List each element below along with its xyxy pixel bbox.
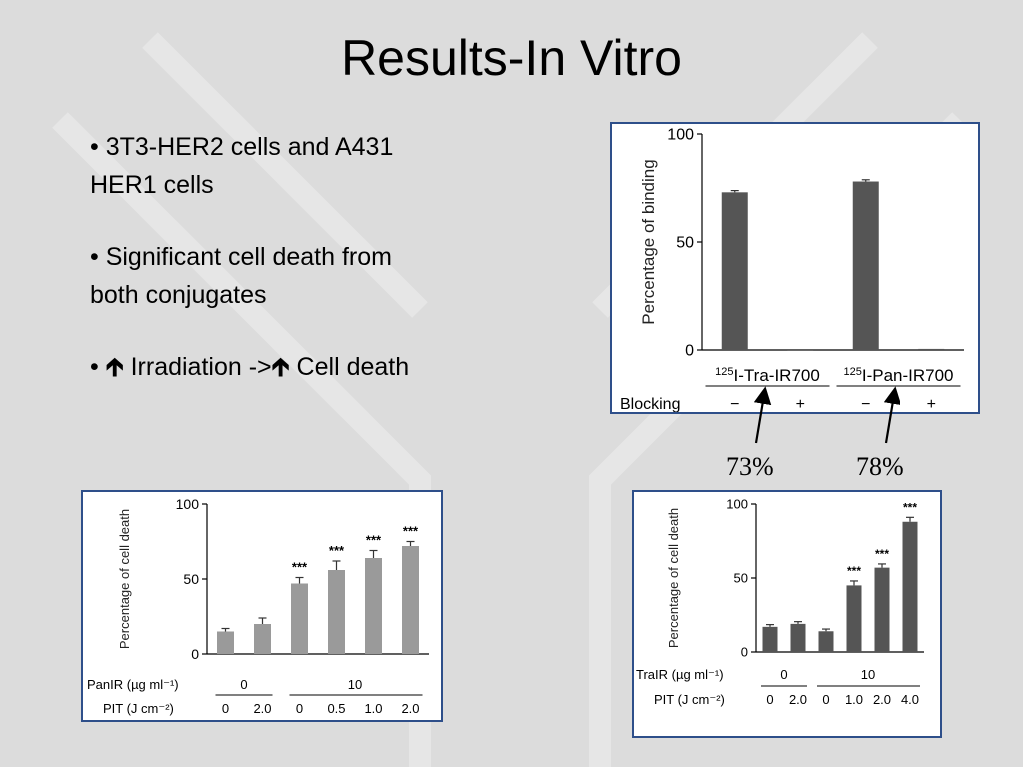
- row2-value: 0: [222, 701, 229, 716]
- row1-group: 10: [348, 677, 362, 692]
- bar: [217, 631, 234, 654]
- y-tick-label: 100: [667, 127, 694, 144]
- row1-label: TraIR (µg ml⁻¹): [636, 667, 724, 682]
- y-tick-label: 50: [734, 571, 748, 586]
- bar: [328, 570, 345, 654]
- bar: [818, 631, 834, 652]
- row2-value: 1.0: [364, 701, 382, 716]
- row1-group: 0: [240, 677, 247, 692]
- panir-chart-panel: 0 50 100 *** *** *** *** Percentage of cell dea…: [81, 490, 443, 722]
- y-axis-label: Percentage of cell death: [666, 508, 681, 648]
- significance-label: ***: [903, 500, 917, 514]
- y-tick-label: 0: [741, 645, 748, 660]
- bar: [787, 350, 814, 351]
- blocking-value: −: [730, 396, 739, 412]
- y-tick-label: 0: [685, 343, 694, 360]
- row2-value: 2.0: [789, 692, 807, 707]
- significance-label: ***: [329, 543, 345, 558]
- bar: [918, 348, 945, 350]
- y-tick-label: 100: [176, 496, 200, 512]
- bar: [790, 623, 806, 652]
- significance-label: ***: [366, 533, 382, 548]
- up-arrow-icon: 🡱: [105, 353, 124, 381]
- bar: [902, 521, 918, 652]
- y-tick-label: 50: [676, 235, 694, 252]
- significance-label: ***: [875, 547, 889, 561]
- row2-value: 0.5: [327, 701, 345, 716]
- row1-group: 10: [861, 667, 875, 682]
- y-axis-label: Percentage of binding: [639, 159, 658, 324]
- blocking-value: −: [861, 396, 870, 412]
- row2-value: 2.0: [401, 701, 419, 716]
- bullet-irradiation: • 🡱 Irradiation ->🡱 Cell death: [90, 348, 410, 386]
- annotation-73: 73%: [726, 452, 774, 481]
- row2-value: 0: [296, 701, 303, 716]
- row2-value: 0: [766, 692, 773, 707]
- blocking-value: +: [796, 396, 805, 412]
- bullet-cells: • 3T3-HER2 cells and A431 HER1 cells: [90, 133, 394, 199]
- bar: [874, 567, 890, 652]
- row2-value: 1.0: [845, 692, 863, 707]
- blocking-label: Blocking: [620, 396, 680, 412]
- arrow-icon: [883, 386, 900, 444]
- binding-chart: 0 50 100 Percentage of binding 125I-Tra-IR70…: [620, 127, 964, 412]
- annotation-78: 78%: [856, 452, 904, 481]
- row2-value: 2.0: [873, 692, 891, 707]
- bar: [721, 192, 748, 350]
- up-arrow-icon: 🡱: [271, 353, 290, 381]
- y-tick-label: 100: [726, 497, 748, 512]
- bar: [852, 181, 879, 350]
- arrow-icon: [753, 386, 772, 444]
- y-tick-label: 0: [191, 646, 199, 662]
- bar: [846, 585, 862, 652]
- group-label: 125I-Tra-IR700: [715, 366, 820, 385]
- slide-title: Results-In Vitro: [341, 30, 682, 86]
- row1-group: 0: [780, 667, 787, 682]
- binding-chart-panel: 0 50 100 Percentage of binding 125I-Tra-IR70…: [610, 122, 980, 414]
- annotation-arrows: [753, 386, 900, 444]
- significance-label: ***: [292, 560, 308, 575]
- row1-label: PanIR (µg ml⁻¹): [87, 677, 179, 692]
- bar: [291, 583, 308, 654]
- bar: [254, 624, 271, 654]
- significance-label: ***: [403, 524, 419, 539]
- bullet-list: • 3T3-HER2 cells and A431 HER1 cells • S…: [90, 128, 410, 420]
- row2-label: PIT (J cm⁻²): [654, 692, 725, 707]
- row2-label: PIT (J cm⁻²): [103, 701, 174, 716]
- significance-label: ***: [847, 564, 861, 578]
- group-label: 125I-Pan-IR700: [843, 366, 953, 385]
- trair-chart-panel: 0 50 100 *** *** *** Percentage of cell death T…: [632, 490, 942, 738]
- row2-value: 0: [822, 692, 829, 707]
- row2-value: 2.0: [253, 701, 271, 716]
- bar: [762, 626, 778, 652]
- bullet-cell-death: • Significant cell death from both conju…: [90, 243, 392, 309]
- y-tick-label: 50: [183, 571, 199, 587]
- blocking-value: +: [927, 396, 936, 412]
- bar: [365, 558, 382, 654]
- row2-value: 4.0: [901, 692, 919, 707]
- y-axis-label: Percentage of cell death: [117, 509, 132, 649]
- bar: [402, 546, 419, 654]
